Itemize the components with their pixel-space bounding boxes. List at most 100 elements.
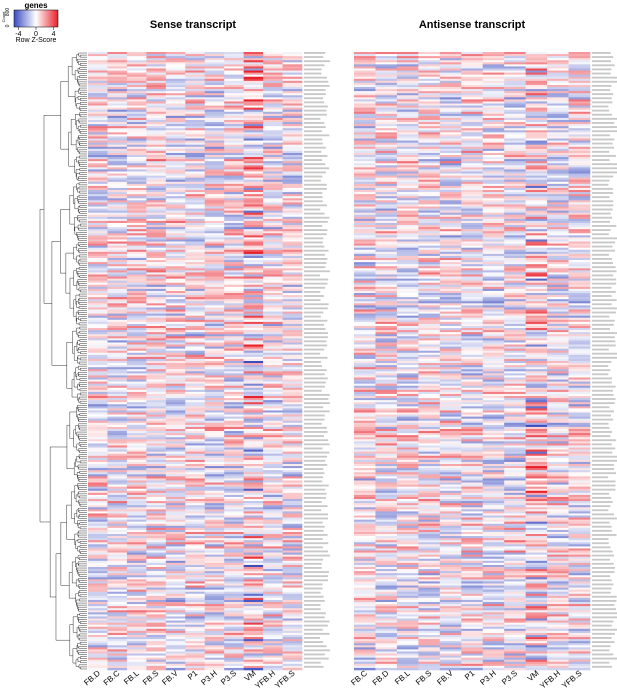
heatmap-cell <box>396 130 419 133</box>
heatmap-cell <box>88 161 108 164</box>
heatmap-cell <box>204 505 225 508</box>
heatmap-cell <box>282 132 303 135</box>
heatmap-cell <box>418 132 441 135</box>
heatmap-cell <box>418 95 441 98</box>
heatmap-cell <box>165 435 186 438</box>
row-label <box>304 422 322 425</box>
heatmap-cell <box>354 76 376 80</box>
heatmap-cell <box>282 299 303 302</box>
heatmap-cell <box>282 494 303 498</box>
heatmap-cell <box>282 62 303 65</box>
heatmap-cell <box>282 354 303 358</box>
heatmap-cell <box>243 647 264 650</box>
heatmap-cell <box>165 278 186 281</box>
heatmap-cell <box>354 140 376 143</box>
heatmap-cell <box>165 552 186 555</box>
heatmap-cell <box>146 461 167 465</box>
heatmap-cell <box>88 651 108 654</box>
heatmap-cell <box>396 161 419 164</box>
heatmap-cell <box>88 78 108 82</box>
heatmap-cell <box>263 295 283 298</box>
heatmap-cell <box>224 173 244 176</box>
heatmap-cell <box>354 66 376 69</box>
heatmap-cell <box>525 150 548 154</box>
heatmap-cell <box>165 253 186 257</box>
heatmap-cell <box>88 639 108 642</box>
heatmap-cell <box>224 449 244 452</box>
row-label <box>304 567 322 569</box>
heatmap-cell <box>165 521 186 525</box>
heatmap-cell <box>146 249 167 253</box>
heatmap-cell <box>243 270 264 273</box>
heatmap-cell <box>418 155 441 158</box>
heatmap-cell <box>224 628 244 632</box>
heatmap-cell <box>263 634 283 638</box>
heatmap-cell <box>107 171 128 174</box>
heatmap-cell <box>224 424 244 428</box>
heatmap-cell <box>126 550 147 553</box>
heatmap-cell <box>165 148 186 152</box>
heatmap-cell <box>354 167 376 170</box>
heatmap-cell <box>243 665 264 669</box>
row-label <box>304 496 326 499</box>
heatmap-cell <box>185 639 206 642</box>
heatmap-cell <box>107 255 128 259</box>
heatmap-cell <box>282 64 303 67</box>
heatmap-cell <box>107 396 128 399</box>
heatmap-cell <box>185 173 206 176</box>
heatmap-cell <box>88 379 108 382</box>
heatmap-cell <box>439 138 462 141</box>
heatmap-cell <box>243 426 264 430</box>
heatmap-cell <box>146 416 167 419</box>
heatmap-cell <box>243 169 264 172</box>
heatmap-cell <box>224 247 244 251</box>
heatmap-cell <box>204 290 225 294</box>
heatmap-cell <box>107 323 128 327</box>
heatmap-cell <box>146 470 167 473</box>
heatmap-cell <box>482 115 505 119</box>
heatmap-cell <box>185 210 206 213</box>
heatmap-cell <box>146 315 167 319</box>
heatmap-cell <box>107 529 128 533</box>
heatmap-cell <box>224 597 244 601</box>
heatmap-cell <box>243 371 264 374</box>
heatmap-cell <box>126 435 147 438</box>
heatmap-cell <box>185 284 206 288</box>
heatmap-cell <box>107 556 128 560</box>
heatmap-cell <box>263 412 283 415</box>
heatmap-cell <box>263 583 283 586</box>
heatmap-cell <box>88 606 108 609</box>
heatmap-cell <box>165 379 186 382</box>
heatmap-cell <box>375 97 398 100</box>
heatmap-cell <box>282 54 303 57</box>
heatmap-cell <box>126 511 147 514</box>
heatmap-cell <box>568 89 591 92</box>
heatmap-cell <box>224 113 244 117</box>
heatmap-cell <box>165 266 186 269</box>
heatmap-cell <box>461 62 484 65</box>
heatmap-cell <box>243 334 264 337</box>
heatmap-cell <box>282 410 303 413</box>
heatmap-cell <box>88 377 108 380</box>
heatmap-cell <box>165 476 186 479</box>
heatmap-cell <box>107 146 128 150</box>
heatmap-cell <box>88 169 108 172</box>
heatmap-cell <box>282 216 303 220</box>
heatmap-cell <box>282 328 303 331</box>
heatmap-cell <box>146 62 167 65</box>
heatmap-cell <box>107 303 128 306</box>
heatmap-cell <box>88 649 108 652</box>
heatmap-cell <box>263 589 283 593</box>
heatmap-cell <box>439 62 462 65</box>
heatmap-cell <box>204 529 225 533</box>
heatmap-cell <box>224 377 244 380</box>
heatmap-cell <box>126 507 147 510</box>
heatmap-cell <box>204 317 225 321</box>
heatmap-cell <box>165 350 186 354</box>
heatmap-cell <box>263 439 283 442</box>
heatmap-cell <box>88 562 108 566</box>
heatmap-cell <box>146 202 167 205</box>
heatmap-cell <box>107 340 128 343</box>
heatmap-cell <box>88 190 108 193</box>
heatmap-cell <box>185 243 206 246</box>
